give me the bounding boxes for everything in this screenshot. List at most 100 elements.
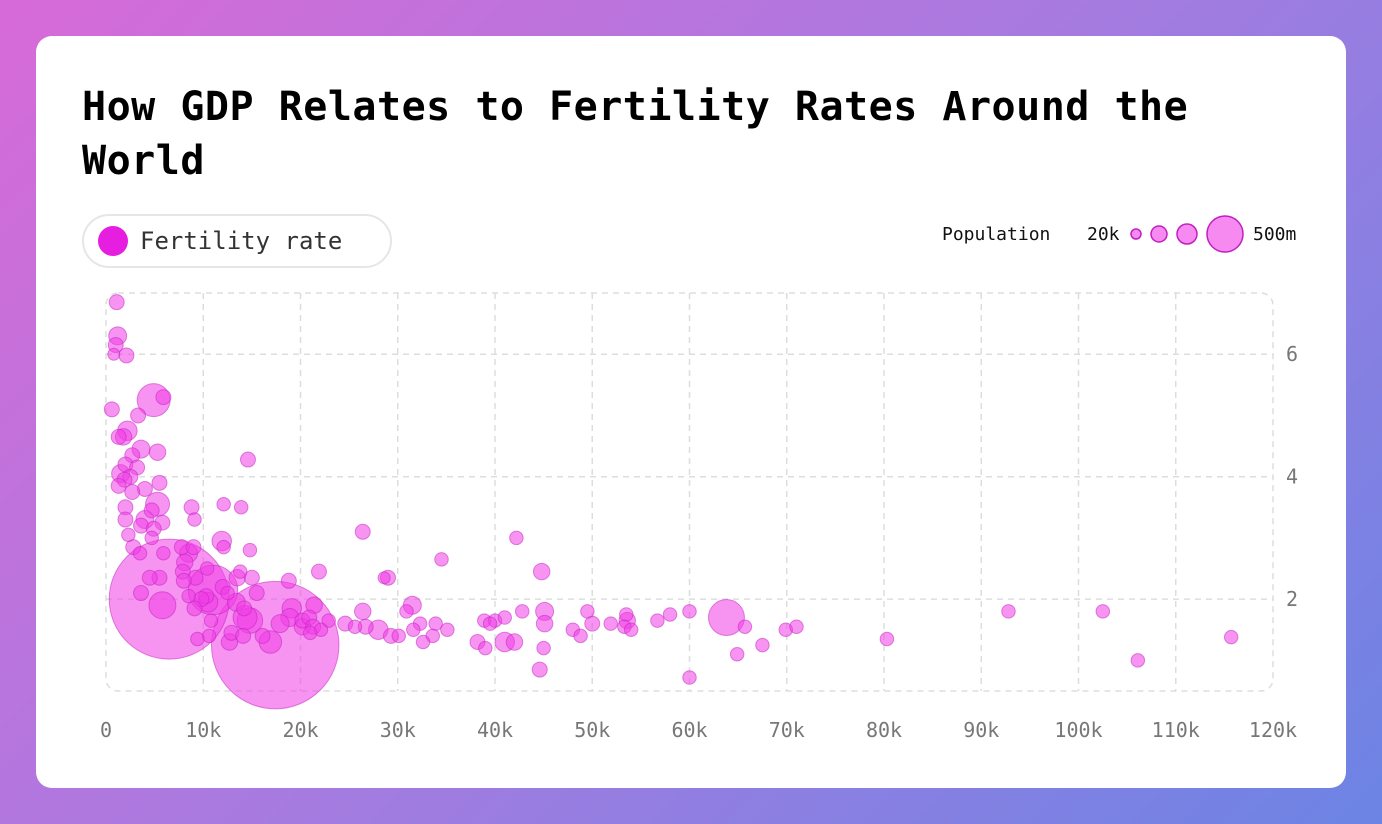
- data-point[interactable]: [434, 552, 449, 567]
- x-tick-label: 60k: [671, 718, 707, 742]
- data-point[interactable]: [478, 640, 493, 656]
- size-legend-max-label: 500m: [1253, 224, 1296, 245]
- data-point[interactable]: [623, 622, 639, 638]
- size-legend-bubble-medium: [1150, 225, 1168, 243]
- data-point[interactable]: [144, 530, 159, 546]
- data-point[interactable]: [130, 407, 147, 424]
- data-point[interactable]: [248, 585, 265, 602]
- data-point[interactable]: [254, 627, 271, 644]
- data-point[interactable]: [190, 631, 205, 647]
- data-point[interactable]: [682, 604, 697, 619]
- data-point[interactable]: [181, 588, 196, 604]
- data-point[interactable]: [662, 607, 678, 622]
- data-point[interactable]: [183, 499, 200, 516]
- data-point[interactable]: [187, 512, 202, 527]
- data-point[interactable]: [603, 616, 618, 631]
- data-point[interactable]: [514, 604, 530, 619]
- data-point[interactable]: [110, 477, 127, 494]
- data-point[interactable]: [415, 634, 431, 650]
- data-point[interactable]: [619, 607, 634, 622]
- y-tick-label: 4: [1286, 465, 1298, 489]
- data-point[interactable]: [156, 545, 171, 561]
- data-point[interactable]: [353, 602, 372, 621]
- data-point[interactable]: [497, 610, 512, 625]
- data-point[interactable]: [532, 562, 551, 581]
- data-point[interactable]: [216, 539, 231, 555]
- data-point[interactable]: [573, 628, 588, 644]
- data-point[interactable]: [399, 604, 414, 619]
- data-point[interactable]: [141, 569, 158, 586]
- data-point[interactable]: [1130, 653, 1146, 668]
- data-point[interactable]: [143, 502, 160, 519]
- data-point[interactable]: [280, 572, 297, 589]
- data-point[interactable]: [531, 661, 548, 678]
- data-point[interactable]: [302, 625, 318, 641]
- data-point[interactable]: [155, 389, 172, 406]
- data-point[interactable]: [108, 294, 125, 311]
- data-point[interactable]: [151, 474, 168, 491]
- data-point[interactable]: [536, 640, 551, 656]
- data-point[interactable]: [682, 670, 697, 685]
- data-point[interactable]: [232, 564, 248, 579]
- population-size-legend: Population 20k 500m: [942, 215, 1296, 253]
- y-axis: 2 4 6: [1286, 342, 1298, 611]
- series-legend-label: Fertility rate: [140, 227, 343, 255]
- size-legend-title: Population: [942, 224, 1050, 245]
- data-point[interactable]: [132, 545, 148, 561]
- data-point[interactable]: [406, 622, 421, 638]
- data-point[interactable]: [242, 542, 258, 558]
- data-point[interactable]: [580, 604, 595, 619]
- data-point[interactable]: [175, 572, 192, 589]
- data-point[interactable]: [535, 614, 554, 633]
- data-point[interactable]: [482, 616, 498, 631]
- series-legend-toggle[interactable]: Fertility rate: [82, 214, 392, 268]
- data-point[interactable]: [236, 600, 253, 617]
- x-axis: 0 10k 20k 30k 40k 50k 60k 70k 80k 90k 100k 110k 120k: [100, 718, 1297, 742]
- data-point[interactable]: [391, 628, 406, 644]
- data-point[interactable]: [117, 511, 134, 528]
- data-point[interactable]: [185, 539, 202, 556]
- data-point[interactable]: [121, 527, 136, 543]
- data-point[interactable]: [707, 599, 745, 637]
- data-point[interactable]: [203, 613, 219, 628]
- data-point[interactable]: [650, 613, 665, 628]
- data-point[interactable]: [133, 585, 150, 602]
- data-point[interactable]: [321, 613, 336, 628]
- data-point[interactable]: [233, 500, 249, 515]
- data-point[interactable]: [1223, 629, 1239, 645]
- data-point[interactable]: [505, 633, 524, 651]
- data-point[interactable]: [107, 347, 121, 361]
- data-point[interactable]: [270, 614, 290, 634]
- data-point[interactable]: [103, 401, 120, 418]
- data-point[interactable]: [148, 443, 167, 461]
- data-point[interactable]: [235, 627, 252, 644]
- data-point[interactable]: [220, 585, 235, 601]
- data-point[interactable]: [118, 347, 135, 364]
- data-point[interactable]: [110, 428, 127, 445]
- data-point[interactable]: [879, 631, 895, 647]
- data-point[interactable]: [755, 637, 770, 653]
- data-point[interactable]: [216, 496, 231, 512]
- data-point[interactable]: [347, 619, 363, 634]
- x-tick-label: 100k: [1054, 718, 1102, 742]
- x-tick-label: 80k: [866, 718, 902, 742]
- y-tick-label: 6: [1286, 342, 1298, 366]
- data-point[interactable]: [440, 622, 455, 638]
- data-point[interactable]: [124, 484, 141, 500]
- data-point[interactable]: [186, 600, 203, 617]
- size-legend-bubble-small: [1130, 228, 1142, 240]
- data-point[interactable]: [148, 591, 177, 620]
- data-point[interactable]: [1095, 604, 1111, 619]
- data-point[interactable]: [509, 530, 524, 546]
- data-point[interactable]: [1001, 604, 1016, 619]
- data-point[interactable]: [243, 569, 260, 586]
- data-point[interactable]: [354, 523, 371, 540]
- data-point[interactable]: [737, 619, 753, 634]
- data-point[interactable]: [377, 571, 391, 585]
- data-point[interactable]: [239, 451, 256, 468]
- data-point[interactable]: [729, 647, 745, 662]
- data-point[interactable]: [310, 563, 327, 580]
- data-point[interactable]: [199, 561, 215, 576]
- data-point[interactable]: [789, 619, 804, 634]
- series-legend-swatch: [98, 226, 128, 256]
